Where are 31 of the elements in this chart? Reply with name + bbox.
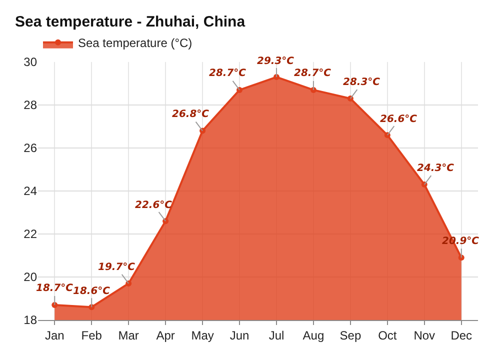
x-tick-label: Feb	[81, 328, 102, 342]
data-label: 28.7°C	[209, 68, 247, 79]
data-label: 18.7°C	[36, 283, 74, 294]
data-label: 26.8°C	[172, 109, 210, 120]
data-label: 19.7°C	[98, 262, 136, 273]
y-tick-label: 18	[24, 313, 38, 328]
y-tick-label: 22	[24, 227, 38, 242]
data-label: 29.3°C	[257, 56, 295, 67]
chart-title: Sea temperature - Zhuhai, China	[15, 13, 246, 30]
y-tick-label: 20	[24, 270, 38, 284]
x-tick-label: Aug	[302, 328, 324, 342]
x-tick-label: Dec	[450, 328, 472, 342]
x-tick-label: May	[191, 328, 214, 342]
legend-label: Sea temperature (°C)	[78, 36, 192, 50]
data-label: 28.3°C	[343, 77, 381, 88]
y-tick-label: 24	[24, 184, 38, 198]
y-tick-label: 30	[24, 55, 38, 70]
x-tick-label: Mar	[118, 328, 139, 342]
x-tick-label: Jul	[268, 328, 284, 342]
data-label: 18.6°C	[73, 286, 111, 297]
y-tick-label: 28	[24, 98, 38, 112]
x-tick-label: Oct	[378, 328, 398, 342]
data-label: 24.3°C	[417, 163, 455, 174]
data-label: 26.6°C	[380, 114, 418, 125]
x-tick-label: Sep	[340, 328, 362, 342]
x-tick-label: Apr	[156, 328, 175, 342]
x-tick-label: Nov	[414, 328, 436, 342]
x-tick-label: Jan	[44, 328, 64, 342]
data-label: 28.7°C	[294, 68, 332, 79]
x-tick-label: Jun	[230, 328, 250, 342]
y-tick-label: 26	[24, 141, 38, 156]
